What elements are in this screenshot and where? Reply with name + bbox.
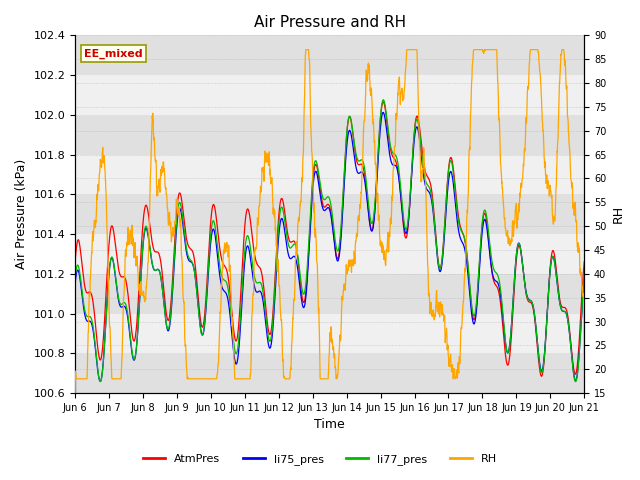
Bar — [75, 353, 584, 393]
Title: Air Pressure and RH: Air Pressure and RH — [253, 15, 406, 30]
Bar — [75, 115, 584, 155]
Bar — [75, 75, 584, 115]
X-axis label: Time: Time — [314, 419, 345, 432]
Text: EE_mixed: EE_mixed — [84, 49, 143, 59]
Bar — [75, 313, 584, 353]
Bar — [75, 194, 584, 234]
Bar — [75, 155, 584, 194]
Legend: AtmPres, li75_pres, li77_pres, RH: AtmPres, li75_pres, li77_pres, RH — [139, 450, 501, 469]
Bar — [75, 234, 584, 274]
Y-axis label: RH: RH — [612, 205, 625, 223]
Bar — [75, 274, 584, 313]
Y-axis label: Air Pressure (kPa): Air Pressure (kPa) — [15, 159, 28, 269]
Bar — [75, 36, 584, 75]
